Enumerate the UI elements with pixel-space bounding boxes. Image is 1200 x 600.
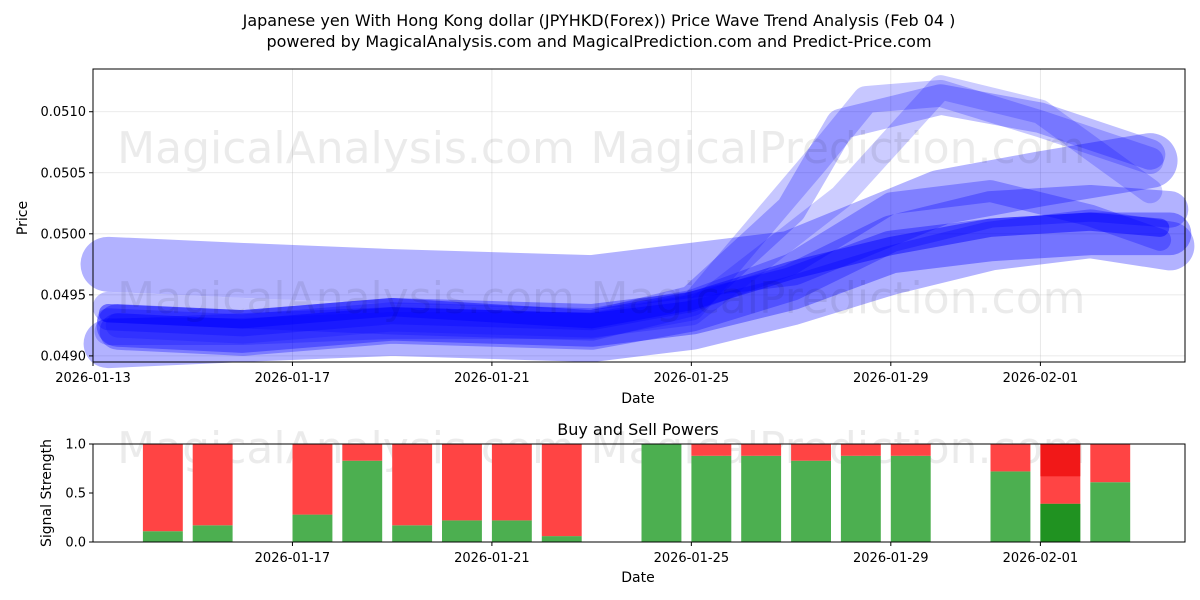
sell-bar-highlight	[1040, 444, 1081, 477]
sell-bar-16	[1090, 444, 1131, 483]
wave-band-3	[94, 79, 1164, 345]
buy-bar-9	[691, 455, 732, 542]
wave-band-1	[80, 133, 1178, 311]
buy-bar-4	[392, 525, 433, 542]
wave-band-9	[98, 212, 1170, 329]
signal-y-tick-label-2: 1.0	[65, 438, 86, 453]
wave-band-4	[105, 75, 1163, 344]
signal-watermarks: MagicalAnalysis.com MagicalPrediction.co…	[117, 423, 1085, 474]
signal-x-label: Date	[621, 570, 654, 586]
watermark-2: MagicalPrediction.com	[591, 123, 1086, 174]
buy-bar-6	[491, 520, 532, 542]
price-x-tick-label-4: 2026-01-29	[853, 371, 929, 386]
wave-band-5	[97, 180, 1172, 337]
price-axes: 2026-01-13 2026-01-17 2026-01-21 2026-01-25…	[41, 105, 1079, 386]
sell-bar-0	[142, 444, 183, 532]
signal-chart-title: Buy and Sell Powers	[557, 420, 719, 439]
price-watermarks: MagicalAnalysis.com MagicalPrediction.co…	[117, 123, 1085, 324]
sell-bar-1	[192, 444, 233, 526]
price-x-tick-label-5: 2026-02-01	[1003, 371, 1079, 386]
sell-bar-10	[741, 444, 782, 456]
wave-band-6	[99, 185, 1189, 356]
price-x-tick-label-1: 2026-01-17	[255, 371, 331, 386]
sell-bar-14	[990, 444, 1031, 472]
buy-bar-2	[292, 514, 333, 542]
chart-subtitle: powered by MagicalAnalysis.com and Magic…	[266, 32, 931, 51]
price-y-tick-label-0: 0.0490	[41, 349, 87, 364]
signal-y-label: Signal Strength	[39, 439, 55, 547]
price-y-tick-label-3: 0.0505	[41, 166, 87, 181]
sell-bar-3	[342, 444, 383, 461]
price-y-tick-label-4: 0.0510	[41, 105, 87, 120]
sell-bar-2	[292, 444, 333, 515]
wave-band-7	[96, 212, 1192, 353]
sell-bar-4	[392, 444, 433, 526]
price-x-tick-label-2: 2026-01-21	[454, 371, 530, 386]
buy-bar-8	[641, 444, 682, 542]
sell-bar-9	[691, 444, 732, 456]
sell-bar-11	[791, 444, 831, 461]
price-y-tick-label-1: 0.0495	[41, 288, 87, 303]
watermark-1: MagicalAnalysis.com	[117, 123, 575, 174]
signal-x-tick-label-2: 2026-01-25	[654, 551, 730, 566]
watermark-3: MagicalAnalysis.com	[117, 273, 575, 324]
buy-bar-5	[442, 520, 482, 542]
signal-x-tick-label-1: 2026-01-21	[454, 551, 530, 566]
buy-bar-13	[890, 455, 931, 542]
price-x-tick-label-0: 2026-01-13	[55, 371, 131, 386]
signal-axes: 2026-01-17 2026-01-21 2026-01-25 2026-01-29…	[65, 438, 1078, 567]
wave-band-2	[92, 84, 1166, 341]
buy-bar-7	[541, 536, 582, 542]
price-grid	[92, 69, 1185, 362]
price-wave-bands	[80, 75, 1195, 369]
signal-bars	[142, 444, 1131, 542]
sell-bar-7	[541, 444, 582, 537]
price-x-tick-label-3: 2026-01-25	[654, 371, 730, 386]
signal-x-tick-label-0: 2026-01-17	[255, 551, 331, 566]
sell-bar-6	[491, 444, 532, 521]
sell-bar-5	[442, 444, 482, 521]
signal-y-tick-label-1: 0.5	[65, 487, 86, 502]
sell-bar-13	[890, 444, 931, 456]
signal-x-tick-label-4: 2026-02-01	[1003, 551, 1079, 566]
price-y-label: Price	[15, 201, 31, 235]
watermark-4: MagicalPrediction.com	[591, 273, 1086, 324]
buy-bar-3	[342, 460, 383, 542]
signal-x-tick-label-3: 2026-01-29	[853, 551, 929, 566]
buy-bar-16	[1090, 482, 1131, 542]
buy-bar-14	[990, 471, 1031, 542]
buy-bar-1	[192, 525, 233, 542]
price-y-tick-label-2: 0.0500	[41, 227, 87, 242]
price-x-label: Date	[621, 391, 654, 407]
buy-bar-10	[741, 455, 782, 542]
buy-bar-12	[840, 455, 881, 542]
price-plot-frame	[92, 68, 1186, 363]
signal-y-tick-label-0: 0.0	[65, 536, 86, 551]
buy-bar-11	[791, 460, 831, 542]
chart-title: Japanese yen With Hong Kong dollar (JPYH…	[242, 11, 956, 30]
sell-bar-12	[840, 444, 881, 456]
buy-bar-0	[142, 531, 183, 542]
buy-bar-highlight	[1040, 503, 1081, 542]
wave-band-8	[83, 209, 1195, 369]
